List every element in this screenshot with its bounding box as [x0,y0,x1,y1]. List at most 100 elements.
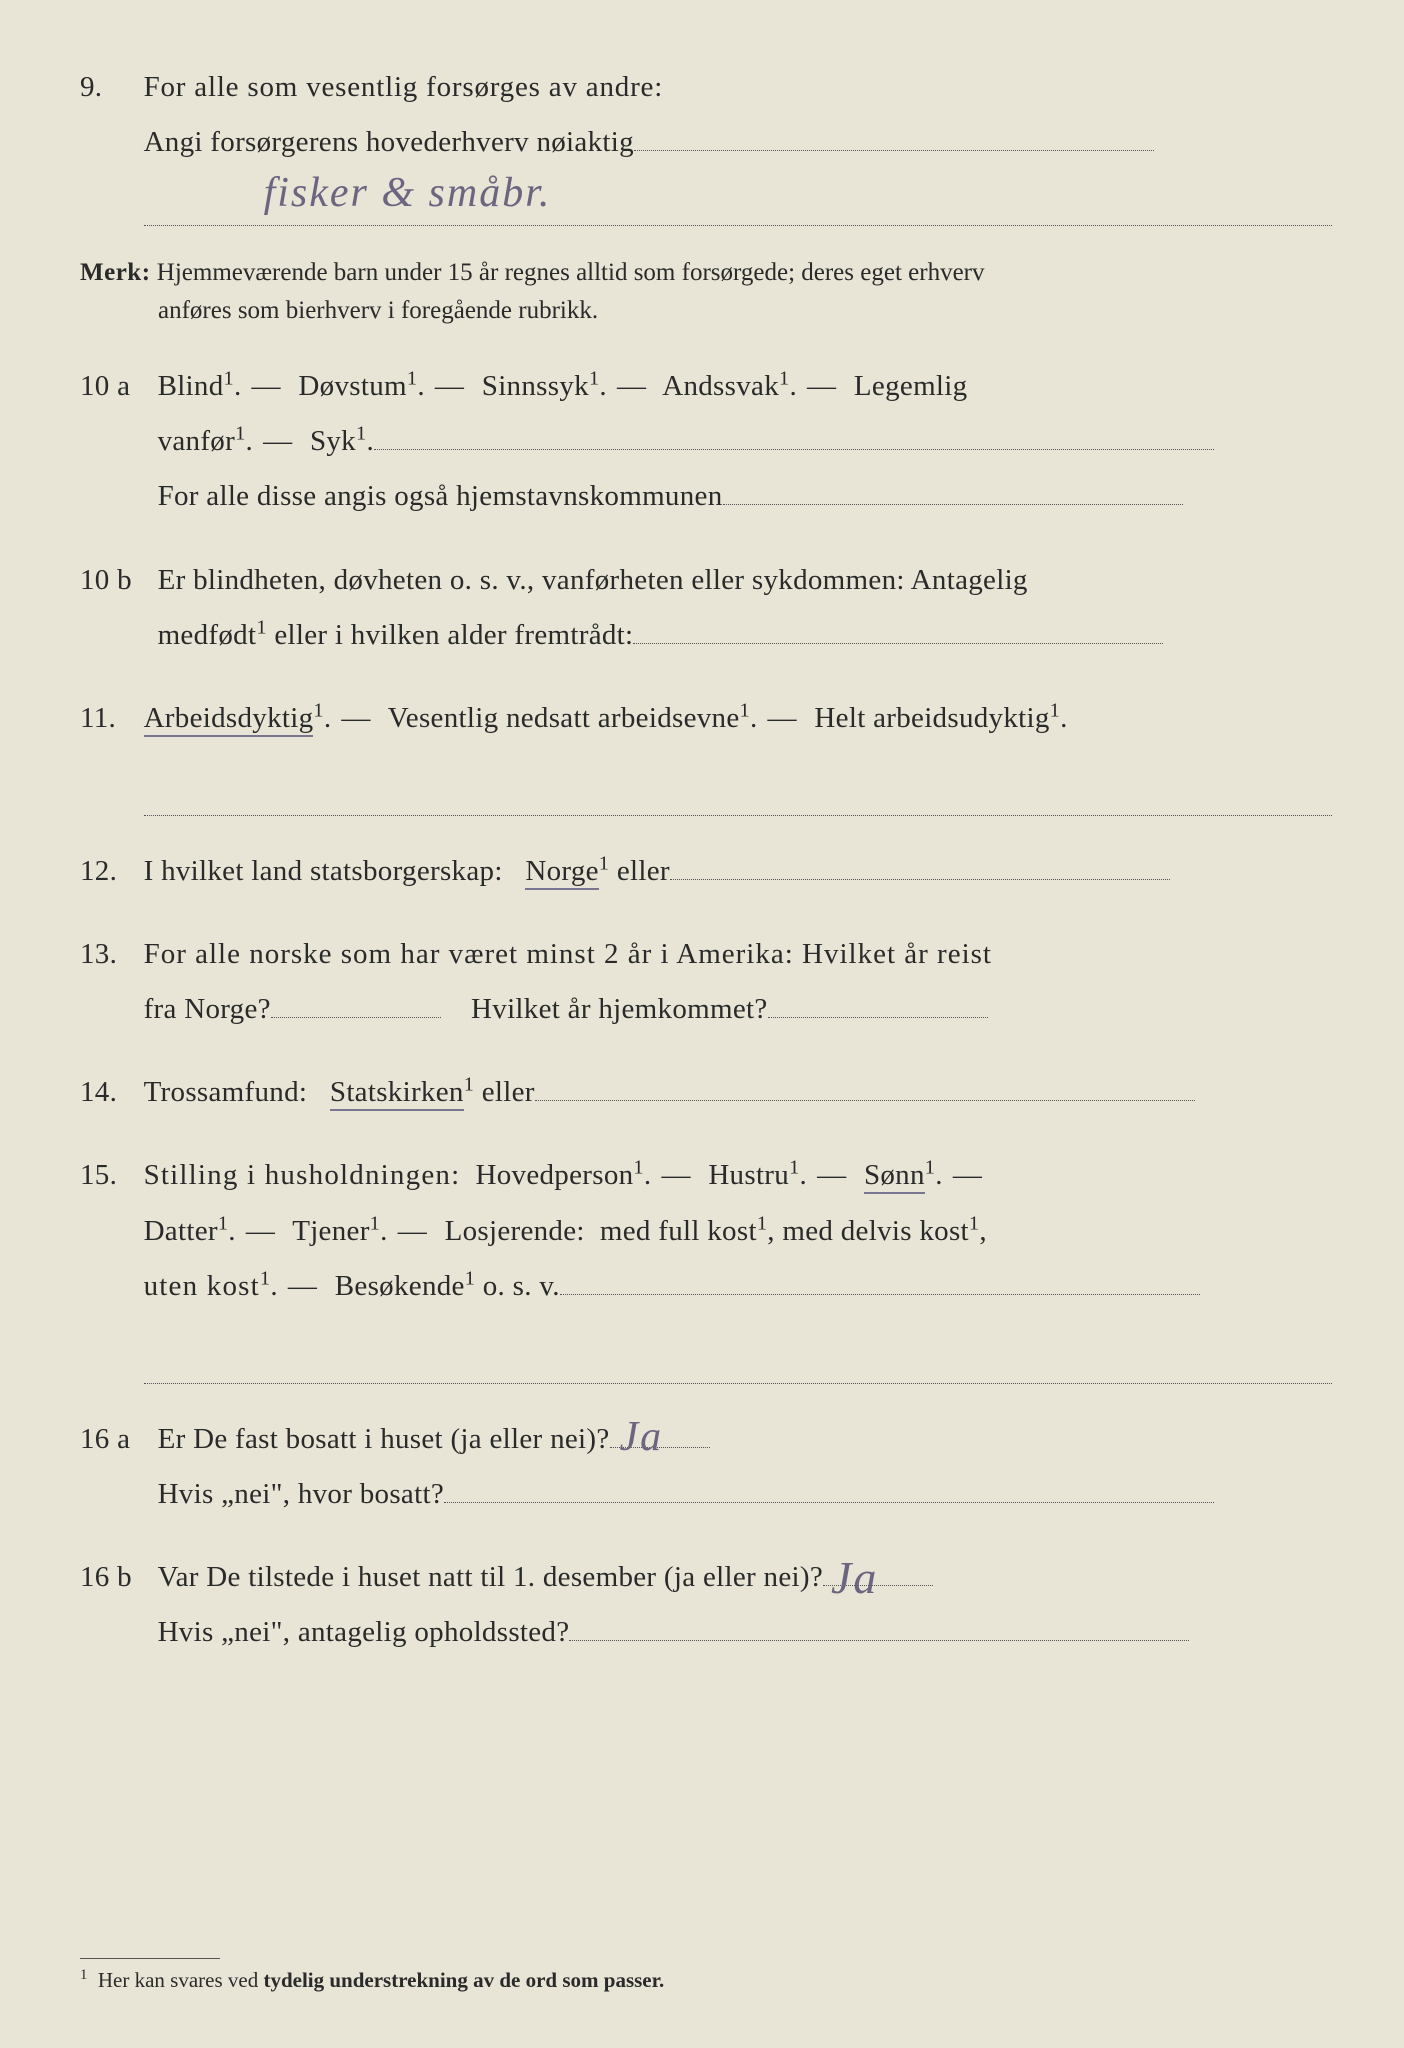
merk-label: Merk: [80,259,151,286]
q16b-text1: Var De tilstede i huset natt til 1. dese… [158,1561,823,1593]
q16a-answer: Ja [620,1419,664,1457]
q15-text: Stilling i husholdningen: [144,1159,461,1191]
q15-opt3: Sønn [864,1159,925,1194]
q11-opt1: Arbeidsdyktig [144,702,314,737]
footnote-rule [80,1958,220,1959]
q15-opt1: Hovedperson [475,1159,633,1191]
q14-tail: eller [482,1076,535,1108]
note-merk: Merk: Hjemmeværende barn under 15 år reg… [80,254,1334,329]
q10b-text2b: eller i hvilken alder fremtrådt: [267,619,634,651]
q9-sub: Angi forsørgerens hovederhverv nøiaktig [144,126,634,158]
q16b-number: 16 b [80,1550,150,1605]
q12-blank [670,879,1170,880]
q11-body: Arbeidsdyktig1.— Vesentlig nedsatt arbei… [144,691,1332,816]
q15-opt9: Besøkende [335,1270,465,1302]
q14-blank [535,1100,1195,1101]
q10a-opt2: Døvstum [298,370,406,402]
footnote-text2: tydelig understrekning av de ord som pas… [263,1968,664,1992]
q16b-answer: Ja [831,1557,878,1598]
q16a-blank2 [444,1502,1214,1503]
q13-number: 13. [80,927,136,982]
q15-opt8: uten kost [144,1270,260,1302]
q15-opt2: Hustru [708,1159,789,1191]
q13-text1: For alle norske som har været minst 2 år… [144,938,992,970]
q10b-blank [633,643,1163,644]
merk-text2: anføres som bierhverv i foregående rubri… [158,297,598,324]
q16b-blank2 [569,1640,1189,1641]
q11-opt3: Helt arbeidsudyktig [814,702,1049,734]
q15-tail: o. s. v. [483,1270,560,1302]
q9-handwritten-answer: fisker & småbr. [264,170,552,216]
question-10b: 10 b Er blindheten, døvheten o. s. v., v… [80,553,1334,663]
q14-number: 14. [80,1065,136,1120]
question-10a: 10 a Blind1.— Døvstum1.— Sinnssyk1.— And… [80,359,1334,524]
footnote-text1: Her kan svares ved [98,1968,264,1992]
q10a-opt4: Andssvak [662,370,779,402]
q16b-blank1: Ja [823,1585,933,1586]
question-16b: 16 b Var De tilstede i huset natt til 1.… [80,1550,1334,1660]
q15-opt5: Tjener [292,1215,369,1247]
q9-blank-line1 [634,150,1154,151]
question-12: 12. I hvilket land statsborgerskap: Norg… [80,844,1334,899]
q13-text2: fra Norge? [144,993,271,1025]
q9-body: For alle som vesentlig forsørges av andr… [144,60,1332,226]
q12-tail: eller [617,855,670,887]
q11-number: 11. [80,691,136,746]
q15-number: 15. [80,1148,136,1203]
q10a-opt1: Blind [158,370,224,402]
q11-blank [144,764,1332,816]
q10a-blank2 [723,504,1183,505]
question-14: 14. Trossamfund: Statskirken1 eller [80,1065,1334,1120]
q10a-opt3: Sinnssyk [482,370,589,402]
q10b-text1: Er blindheten, døvheten o. s. v., vanfør… [158,564,1028,596]
q13-text3: Hvilket år hjemkommet? [471,993,768,1025]
q10a-body: Blind1.— Døvstum1.— Sinnssyk1.— Andssvak… [158,359,1332,524]
q12-opt: Norge [525,855,598,890]
footnote-num: 1 [80,1967,87,1983]
q15-opt4: Datter [144,1215,218,1247]
q9-title: For alle som vesentlig forsørges av andr… [144,71,664,103]
q14-opt: Statskirken [330,1076,464,1111]
q15-body: Stilling i husholdningen: Hovedperson1.—… [144,1148,1332,1383]
q10b-body: Er blindheten, døvheten o. s. v., vanfør… [158,553,1332,663]
question-13: 13. For alle norske som har været minst … [80,927,1334,1037]
q10a-opt7: Syk [310,425,356,457]
q13-blank2 [768,1017,988,1018]
q14-body: Trossamfund: Statskirken1 eller [144,1065,1332,1120]
q16b-text2: Hvis „nei", antagelig opholdssted? [158,1616,570,1648]
q10b-text2a: medfødt [158,619,257,651]
q16a-blank1: Ja [610,1447,710,1448]
q10a-opt6: vanfør [158,425,236,457]
q9-number: 9. [80,60,136,115]
question-11: 11. Arbeidsdyktig1.— Vesentlig nedsatt a… [80,691,1334,816]
question-15: 15. Stilling i husholdningen: Hovedperso… [80,1148,1334,1383]
q16a-text1: Er De fast bosatt i huset (ja eller nei)… [158,1423,610,1455]
q14-text: Trossamfund: [144,1076,308,1108]
q15-blank2 [144,1332,1332,1384]
question-16a: 16 a Er De fast bosatt i huset (ja eller… [80,1412,1334,1522]
q10a-opt5: Legemlig [854,370,968,402]
q10b-number: 10 b [80,553,150,608]
q15-opt7: med delvis kost [782,1215,969,1247]
footnote: 1 Her kan svares ved tydelig understrekn… [80,1958,1334,1993]
q16a-number: 16 a [80,1412,150,1467]
q9-blank-line2: fisker & småbr. [144,170,1332,226]
q12-body: I hvilket land statsborgerskap: Norge1 e… [144,844,1332,899]
q10a-number: 10 a [80,359,150,414]
q16a-text2: Hvis „nei", hvor bosatt? [158,1478,444,1510]
q15-blank [560,1294,1200,1295]
q11-opt2: Vesentlig nedsatt arbeidsevne [388,702,740,734]
q13-blank1 [271,1017,441,1018]
q10a-sub: For alle disse angis også hjemstavnskomm… [158,480,723,512]
merk-text1: Hjemmeværende barn under 15 år regnes al… [157,259,985,286]
q10a-blank [374,449,1214,450]
q12-text: I hvilket land statsborgerskap: [144,855,503,887]
q13-body: For alle norske som har været minst 2 år… [144,927,1332,1037]
question-9: 9. For alle som vesentlig forsørges av a… [80,60,1334,226]
q15-mid: Losjerende: [445,1215,585,1247]
q15-opt6: med full kost [600,1215,757,1247]
q12-number: 12. [80,844,136,899]
q16a-body: Er De fast bosatt i huset (ja eller nei)… [158,1412,1332,1522]
census-form-page: 9. For alle som vesentlig forsørges av a… [0,0,1404,2048]
q16b-body: Var De tilstede i huset natt til 1. dese… [158,1550,1332,1660]
